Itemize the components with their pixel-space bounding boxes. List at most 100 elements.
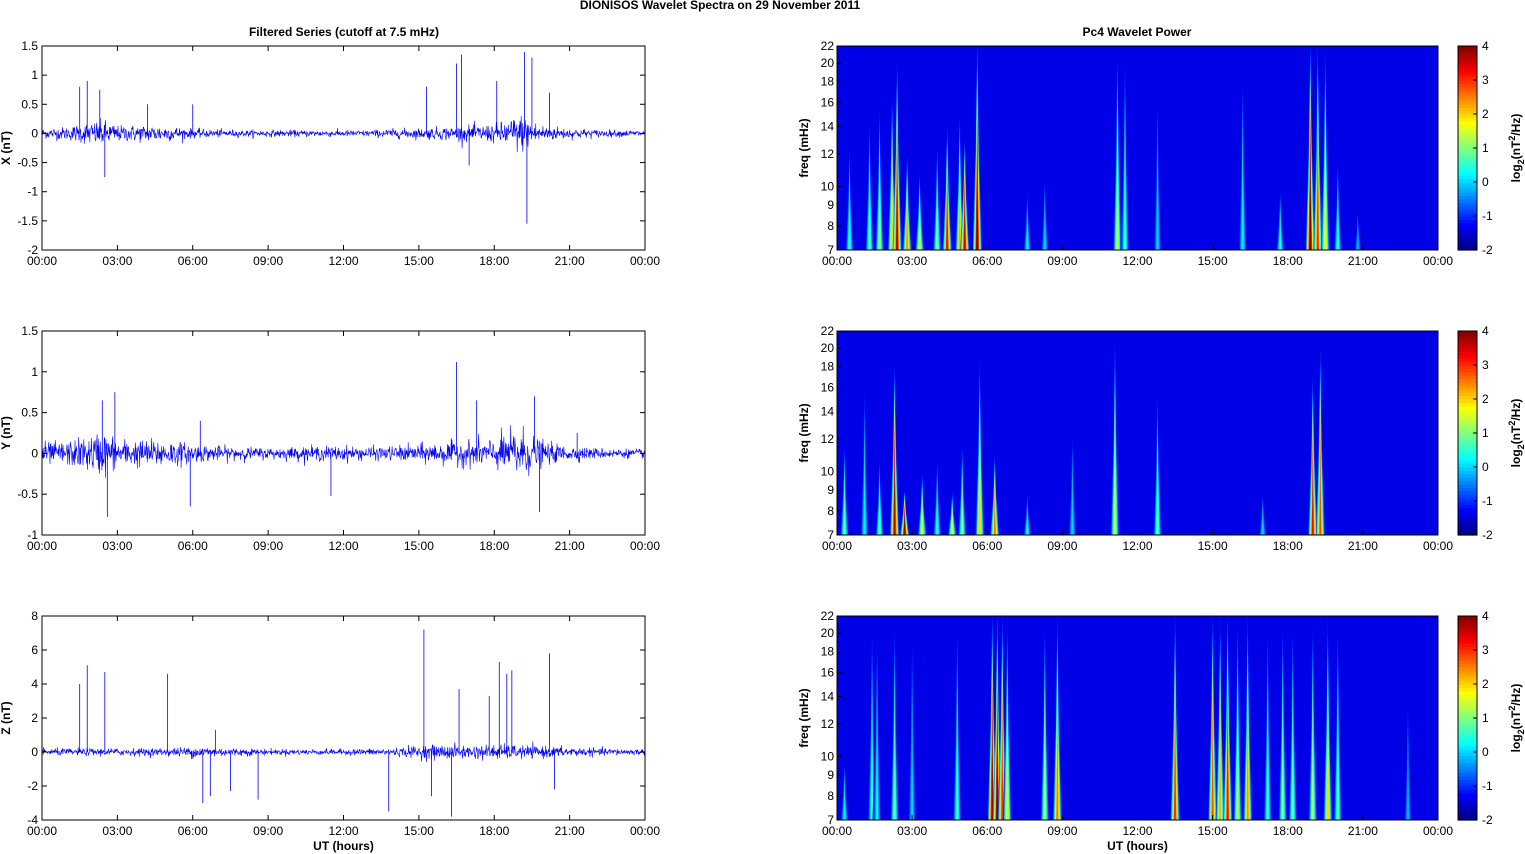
colorbar-segment [1458,433,1477,437]
colorbar-tick-label: 4 [1482,609,1489,623]
wavelet-burst [1266,687,1269,820]
colorbar-segment [1458,704,1477,709]
x-tick-label: 06:00 [972,254,1002,268]
wavelet-burst [1291,687,1294,820]
colorbar-segment [1458,660,1477,665]
y-tick-label: -2 [27,779,38,793]
colorbar-segment [1458,741,1477,746]
colorbar-label: log2(nT2/Hz) [1507,684,1525,753]
wavelet-burst [1336,687,1339,820]
y-tick-label: 8 [827,504,834,518]
colorbar-segment [1458,52,1477,57]
colorbar-segment [1458,239,1477,244]
y-tick-label: 12 [821,147,835,161]
colorbar-segment [1458,697,1477,702]
colorbar-segment [1458,124,1477,129]
colorbar-segment [1458,463,1477,468]
x-tick-label: 06:00 [972,539,1002,553]
y-tick-label: -0.5 [17,487,38,501]
colorbar-segment [1458,416,1477,420]
wavelet-panel: 00:00 03:00 06:00 09:00 12:00 15:00 18:00 21:00… [797,39,1525,268]
colorbar-segment [1458,816,1477,821]
colorbar-segment [1458,120,1477,125]
colorbar-segment [1458,650,1477,654]
x-tick-label: 12:00 [1122,539,1152,553]
colorbar-tick-label: 3 [1482,643,1489,657]
colorbar-segment [1458,100,1477,105]
x-axis-label: UT (hours) [313,839,374,853]
y-tick-label: 14 [821,405,835,419]
colorbar-segment [1458,80,1477,84]
colorbar-segment [1458,229,1477,234]
colorbar-segment [1458,494,1477,499]
colorbar-label-part: /Hz) [1509,114,1523,136]
colorbar-segment [1458,643,1477,648]
colorbar-segment [1458,422,1477,427]
wavelet-burst [868,161,871,250]
colorbar-segment [1458,446,1477,451]
wavelet-burst [875,687,879,820]
colorbar-segment [1458,202,1477,207]
x-axis-label: UT (hours) [1107,839,1168,853]
x-tick-label: 21:00 [1348,254,1378,268]
wavelet-burst [843,778,846,820]
y-tick-label: -0.5 [17,156,38,170]
y-tick-label: -1 [27,185,38,199]
colorbar-segment [1458,450,1477,454]
colorbar-segment [1458,161,1477,166]
wavelet-burst [1236,687,1239,820]
right-column-title: Pc4 Wavelet Power [1083,25,1192,39]
colorbar-segment [1458,490,1477,495]
y-tick-label: 14 [821,120,835,134]
y-tick-label: 0 [31,446,38,460]
x-tick-label: 12:00 [328,254,358,268]
colorbar-segment [1458,334,1477,339]
colorbar-segment [1458,49,1477,54]
colorbar-segment [1458,636,1477,641]
x-tick-label: 18:00 [479,824,509,838]
wavelet-burst [863,432,866,535]
y-tick-label: 9 [827,483,834,497]
x-tick-label: 03:00 [102,254,132,268]
colorbar-segment [1458,429,1477,434]
wavelet-burst [893,425,896,535]
wavelet-panel: 00:00 03:00 06:00 09:00 12:00 15:00 18:00 21:00… [797,324,1525,553]
y-tick-label: 7 [827,813,834,827]
wavelet-burst [976,117,979,250]
y-tick-label: 4 [31,677,38,691]
colorbar-segment [1458,233,1477,237]
colorbar-segment [1458,439,1477,444]
wavelet-burst [1241,128,1244,250]
x-tick-label: 12:00 [328,539,358,553]
colorbar-tick-label: 0 [1482,745,1489,759]
colorbar-segment [1458,361,1477,366]
x-tick-label: 18:00 [479,539,509,553]
wavelet-burst [936,178,939,250]
heatmap-background [837,46,1438,250]
x-tick-label: 03:00 [897,824,927,838]
colorbar-segment [1458,775,1477,780]
wavelet-burst [991,687,994,820]
colorbar-segment [1458,718,1477,722]
wavelet-burst [893,687,896,820]
colorbar-segment [1458,663,1477,668]
colorbar-segment [1458,619,1477,624]
colorbar-label-part: /Hz) [1509,399,1523,421]
wavelet-burst [946,169,949,250]
x-tick-label: 15:00 [1198,254,1228,268]
colorbar-segment [1458,86,1477,91]
colorbar-segment [1458,524,1477,529]
wavelet-burst [993,482,996,535]
series-trace [42,425,645,478]
colorbar-segment [1458,480,1477,485]
x-tick-label: 15:00 [1198,824,1228,838]
colorbar-segment [1458,497,1477,502]
figure-suptitle: DIONISOS Wavelet Spectra on 29 November … [580,0,861,12]
wavelet-burst [1026,208,1029,250]
colorbar-segment [1458,694,1477,699]
y-tick-label: 0.5 [21,97,38,111]
colorbar-segment [1458,354,1477,359]
y-tick-label: 22 [821,609,835,623]
colorbar-label: log2(nT2/Hz) [1507,114,1525,183]
x-tick-label: 18:00 [1273,254,1303,268]
